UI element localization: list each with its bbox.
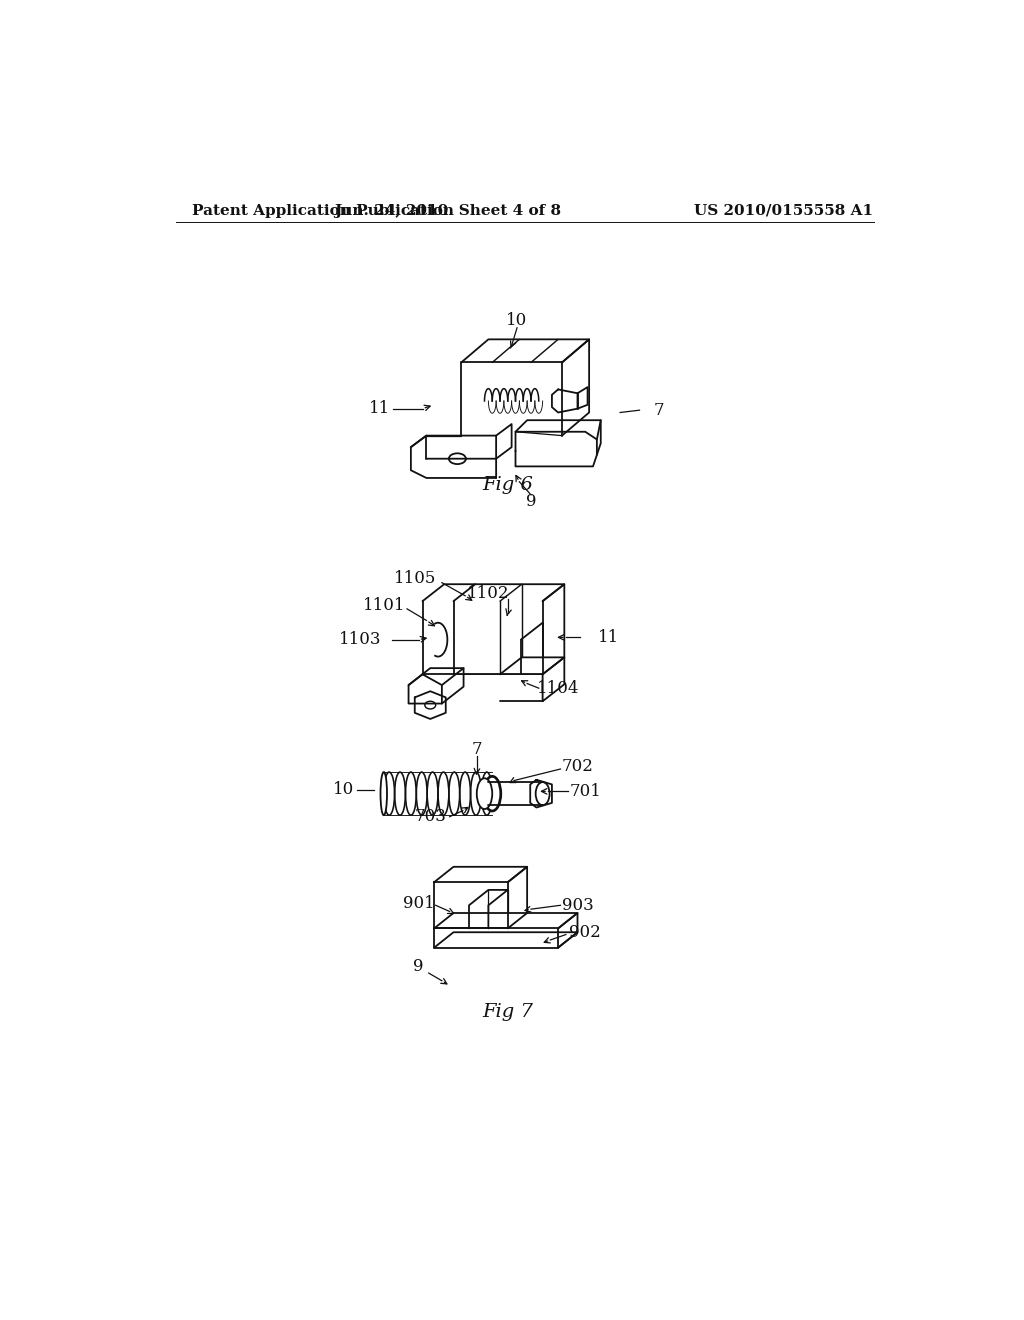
Ellipse shape: [477, 779, 493, 809]
Text: 902: 902: [569, 924, 601, 941]
Text: Fig 7: Fig 7: [482, 1003, 534, 1020]
Text: US 2010/0155558 A1: US 2010/0155558 A1: [693, 203, 872, 218]
Text: 9: 9: [414, 958, 424, 975]
Text: 11: 11: [598, 628, 620, 645]
Text: 901: 901: [402, 895, 434, 912]
Text: Patent Application Publication: Patent Application Publication: [191, 203, 454, 218]
Text: 1104: 1104: [537, 680, 580, 697]
Text: 903: 903: [561, 896, 593, 913]
Ellipse shape: [483, 776, 501, 810]
Text: Jun. 24, 2010  Sheet 4 of 8: Jun. 24, 2010 Sheet 4 of 8: [334, 203, 561, 218]
Text: 703: 703: [415, 808, 446, 825]
Ellipse shape: [536, 781, 550, 805]
Text: 702: 702: [561, 758, 594, 775]
Text: 11: 11: [370, 400, 390, 417]
Ellipse shape: [381, 772, 387, 816]
Text: 701: 701: [569, 783, 601, 800]
Text: 10: 10: [507, 312, 527, 329]
Ellipse shape: [481, 781, 496, 805]
Text: 7: 7: [471, 742, 482, 758]
Text: Fig 6: Fig 6: [482, 475, 534, 494]
Text: 1103: 1103: [339, 631, 382, 648]
Text: 1101: 1101: [362, 597, 406, 614]
Text: 1102: 1102: [467, 585, 510, 602]
Text: 7: 7: [653, 401, 665, 418]
Text: 1105: 1105: [393, 569, 436, 586]
Text: 10: 10: [333, 781, 354, 799]
Text: 9: 9: [525, 492, 537, 510]
